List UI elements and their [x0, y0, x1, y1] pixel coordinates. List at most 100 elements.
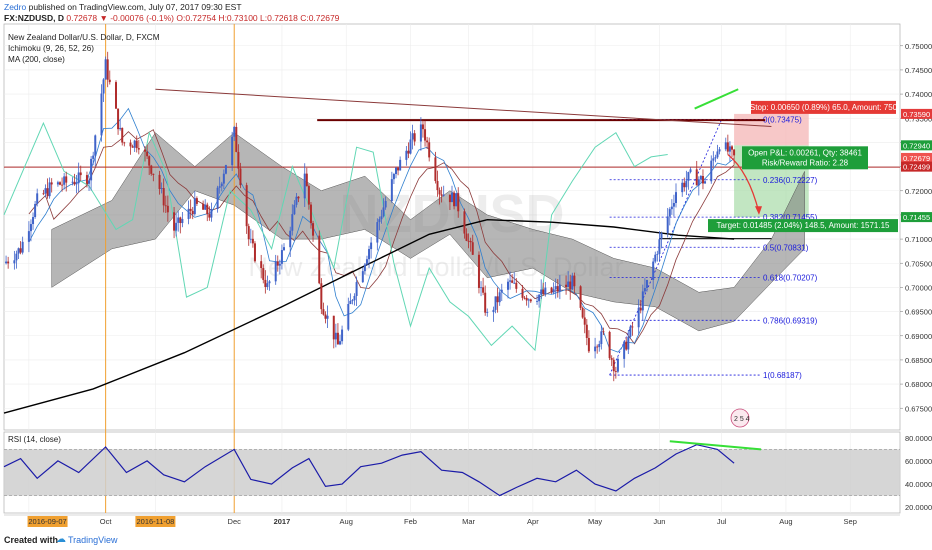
legend-ma[interactable]: MA (200, close): [8, 55, 65, 64]
candle-body: [133, 140, 136, 148]
candle-body: [583, 317, 586, 325]
candle-body: [100, 93, 103, 136]
y-tick-label: 0.70500: [905, 259, 932, 268]
legend-ichimoku[interactable]: Ichimoku (9, 26, 52, 26): [8, 44, 95, 53]
candle-body: [251, 238, 254, 244]
candle-body: [731, 146, 733, 150]
candle-body: [129, 142, 132, 147]
candle-body: [395, 167, 397, 175]
candle-body: [363, 264, 366, 272]
price-chart[interactable]: NZDUSDNew Zealand Dollar/U.S. Dollar0(0.…: [0, 0, 932, 530]
candle-body: [249, 238, 252, 240]
candle-body: [202, 203, 205, 210]
candle-body: [451, 192, 453, 203]
open-pnl-label-box: [742, 146, 868, 170]
candle-body: [237, 151, 240, 169]
y-tick-label: 0.68500: [905, 356, 932, 365]
candle-body: [189, 208, 192, 211]
candle-body: [160, 188, 163, 189]
candle-body: [654, 254, 657, 262]
candle-body: [392, 174, 395, 180]
candle-body: [131, 146, 134, 148]
candle-body: [77, 172, 80, 184]
candle-body: [513, 282, 516, 284]
price-label-box: [901, 108, 932, 119]
candle-body: [556, 286, 559, 292]
candle-body: [521, 288, 524, 298]
candle-body: [193, 198, 196, 215]
fib-level-label: 1(0.68187): [763, 371, 802, 380]
tradingview-brand[interactable]: TradingView: [68, 535, 118, 545]
rsi-y-tick-label: 80.0000: [905, 434, 932, 443]
candle-body: [612, 359, 615, 372]
candle-body: [492, 309, 495, 313]
candle-body: [596, 346, 599, 348]
projection-arrow: [727, 153, 760, 213]
candle-body: [523, 297, 526, 299]
candle-body: [326, 315, 329, 319]
candle-body: [5, 261, 8, 264]
candle-body: [276, 261, 279, 266]
candle-body: [496, 296, 499, 303]
chart-header: Zedro published on TradingView.com, July…: [0, 0, 932, 24]
candle-body: [220, 183, 223, 187]
candle-body: [525, 297, 528, 301]
candle-body: [247, 226, 250, 240]
candle-body: [637, 307, 640, 328]
candle-body: [585, 324, 588, 338]
x-tick-label: Mar: [462, 517, 475, 526]
candle-body: [17, 248, 20, 254]
candle-body: [558, 284, 561, 292]
y-tick-label: 0.70000: [905, 283, 932, 292]
candle-body: [380, 216, 383, 220]
candle-body: [390, 179, 393, 202]
candle-body: [544, 287, 547, 294]
price-divergence-line: [694, 88, 739, 110]
candle-body: [291, 214, 294, 231]
candle-body: [419, 124, 422, 142]
candle-body: [353, 295, 356, 301]
candle-body: [471, 242, 474, 255]
candle-body: [231, 136, 234, 166]
y-tick-label: 0.67500: [905, 404, 932, 413]
price-label-box: [901, 161, 932, 172]
candle-body: [63, 176, 66, 185]
x-tick-label: Apr: [527, 517, 539, 526]
publish-text: published on TradingView.com, July 07, 2…: [28, 2, 242, 12]
candle-body: [324, 314, 327, 319]
candle-body: [216, 187, 219, 210]
price-label-text: 0.72940: [903, 141, 930, 150]
candle-body: [728, 146, 731, 152]
candle-body: [137, 148, 140, 150]
candle-body: [569, 281, 572, 290]
candle-body: [614, 371, 617, 372]
candle-body: [457, 193, 460, 212]
symbol-text: FX:NZDUSD, D: [4, 13, 64, 23]
fib-level-label: 0.382(0.71455): [763, 213, 818, 222]
candle-body: [73, 181, 76, 185]
candle-body: [681, 182, 684, 193]
candle-body: [119, 127, 122, 130]
x-tick-label: 2016-11-08: [137, 517, 175, 526]
candle-body: [222, 173, 225, 184]
projection-arrow-head: [755, 206, 762, 215]
candle-body: [152, 173, 155, 175]
y-tick-label: 0.68000: [905, 380, 932, 389]
candle-body: [733, 149, 736, 156]
candle-body: [484, 292, 487, 313]
candle-body: [349, 300, 352, 305]
candle-body: [629, 326, 632, 337]
candle-body: [102, 79, 105, 94]
candle-body: [436, 180, 439, 191]
fib-level-label: 0.5(0.70831): [763, 243, 809, 252]
candle-body: [44, 188, 47, 194]
candle-body: [266, 283, 269, 287]
candle-body: [15, 253, 18, 261]
author-link[interactable]: Zedro: [4, 2, 27, 12]
candle-body: [397, 167, 400, 171]
candle-body: [552, 289, 555, 293]
candle-body: [65, 176, 68, 183]
candle-body: [283, 247, 285, 251]
candle-body: [42, 193, 45, 195]
candle-body: [565, 284, 568, 287]
